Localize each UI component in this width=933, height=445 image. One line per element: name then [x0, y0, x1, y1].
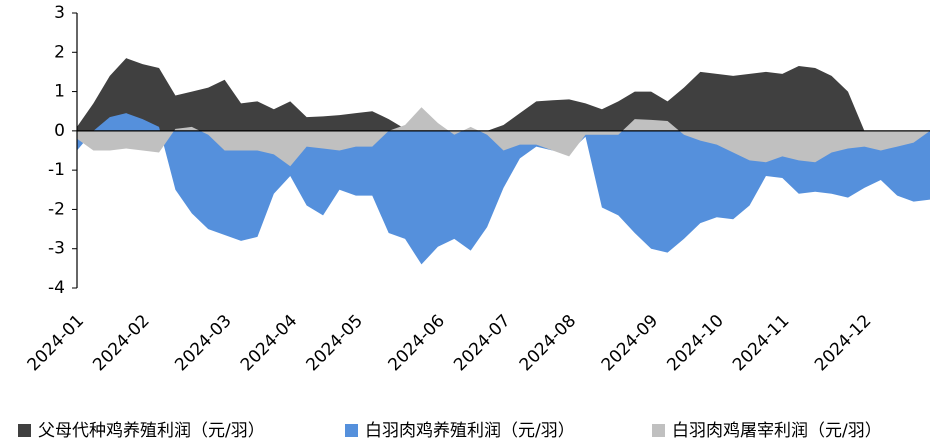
x-tick-label: 2024-05: [303, 311, 367, 375]
legend: 父母代种鸡养殖利润（元/羽） 白羽肉鸡养殖利润（元/羽） 白羽肉鸡屠宰利润（元/羽）: [18, 421, 882, 441]
x-tick-label: 2024-04: [237, 311, 301, 375]
y-tick-label: -2: [48, 199, 65, 219]
x-tick-label: 2024-07: [450, 311, 514, 375]
y-tick-label: 1: [54, 82, 65, 102]
legend-swatch: [652, 424, 665, 437]
y-tick-label: 0: [54, 121, 65, 141]
legend-swatch: [18, 424, 31, 437]
y-tick-label: -1: [48, 160, 65, 180]
y-tick-label: -3: [48, 239, 65, 259]
x-tick-label: 2024-10: [663, 311, 727, 375]
legend-label: 父母代种鸡养殖利润（元/羽）: [38, 421, 265, 441]
y-tick-label: 3: [54, 3, 65, 23]
legend-label: 白羽肉鸡养殖利润（元/羽）: [365, 421, 575, 441]
x-tick-label: 2024-02: [89, 311, 153, 375]
legend-label: 白羽肉鸡屠宰利润（元/羽）: [672, 421, 882, 441]
x-tick-label: 2024-09: [598, 311, 662, 375]
y-tick-label: 2: [54, 42, 65, 62]
area: [77, 58, 930, 131]
x-tick-label: 2024-03: [171, 311, 235, 375]
x-tick-label: 2024-01: [24, 311, 88, 375]
x-tick-label: 2024-06: [385, 311, 449, 375]
area: [77, 107, 930, 167]
legend-swatch: [345, 424, 358, 437]
y-tick-label: -4: [48, 278, 65, 298]
x-tick-label: 2024-11: [729, 311, 793, 375]
x-tick-label: 2024-12: [811, 311, 875, 375]
x-tick-label: 2024-08: [516, 311, 580, 375]
